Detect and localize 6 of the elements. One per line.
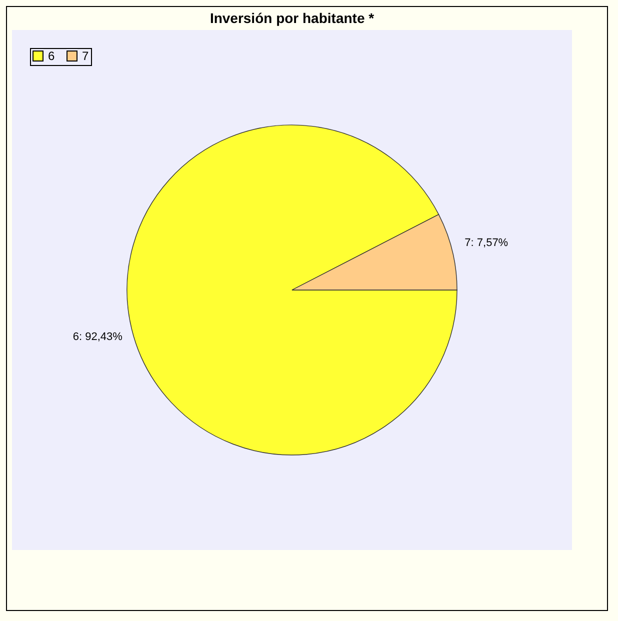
data-label: 7: 7,57% bbox=[464, 236, 508, 249]
legend-label: 6 bbox=[48, 49, 55, 63]
chart-title: Inversión por habitante * bbox=[210, 10, 375, 26]
data-label: 6: 92,43% bbox=[72, 331, 123, 344]
legend-label: 7 bbox=[82, 49, 89, 63]
pie-slice bbox=[126, 124, 458, 456]
